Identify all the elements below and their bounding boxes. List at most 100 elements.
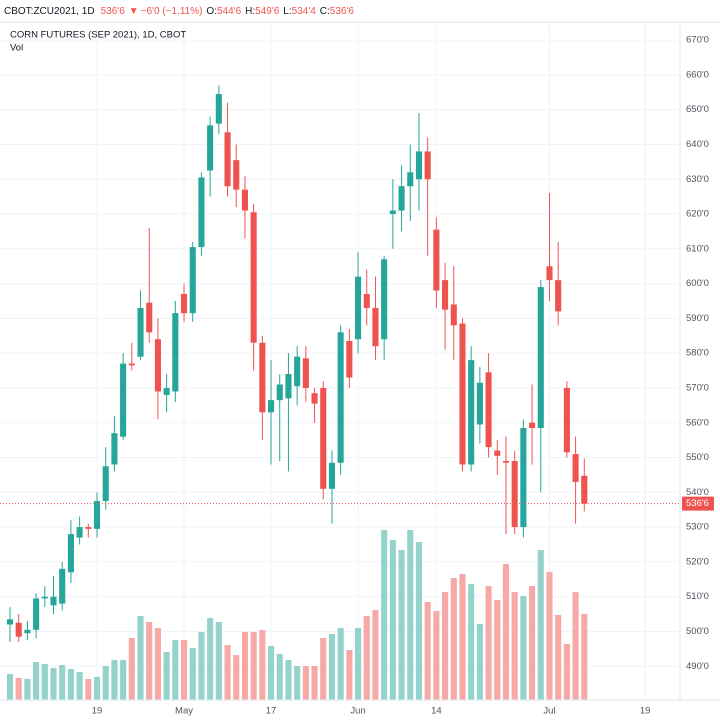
volume-bar [424,602,431,700]
candle-body [328,462,335,489]
volume-bar [450,578,457,700]
volume-bar [41,664,48,700]
volume-bar [163,652,170,700]
high: 549'6 [255,6,280,17]
candle-body [433,229,440,291]
volume-bar [24,679,31,700]
candle-body [346,340,353,378]
volume-bar [215,622,222,700]
volume-bar [224,645,231,700]
last-price-label: 536'6 [686,498,709,509]
candle-body [555,280,562,312]
axes: 490'0 500'0 510'0 520'0 530'0 540'0 550'0 560'0… [0,35,714,717]
volume-bar [476,624,483,700]
volume-bar [59,665,66,700]
candle-body [572,454,579,482]
candle-body [50,596,57,606]
candle-body [502,461,510,463]
volume-bar [511,592,518,700]
candle-body [6,619,14,625]
candle-body [215,94,222,124]
candle-body [563,387,570,453]
volume-layer [6,530,588,700]
y-tick-label: 630'0 [686,174,709,185]
volume-bar [33,662,40,700]
volume-bar [76,672,83,700]
volume-bar [6,674,14,700]
volume-bar [198,632,205,700]
change: −6'0 (−1.11%) [141,6,203,17]
y-tick-label: 530'0 [686,522,709,533]
volume-bar [328,634,335,700]
y-tick-label: 670'0 [686,35,709,46]
candle-body [494,450,501,456]
y-tick-label: 590'0 [686,313,709,324]
candle-body [320,387,327,489]
candle-body [311,393,318,404]
x-tick-label: 19 [640,706,651,717]
c-label: C: [320,6,330,17]
candle-body [76,527,83,538]
o-label: O: [206,6,217,17]
volume-bar [537,550,544,700]
volume-bar [494,600,501,700]
volume-bar [241,632,248,700]
y-tick-label: 640'0 [686,139,709,150]
volume-bar [85,679,92,700]
y-tick-label: 550'0 [686,452,709,463]
volume-label: Vol [10,43,23,54]
volume-bar [120,660,127,700]
candle-body [93,501,101,529]
candle-body [415,151,423,180]
volume-bar [520,596,527,700]
volume-bar [363,616,370,700]
y-tick-label: 560'0 [686,417,709,428]
volume-bar [189,648,196,700]
candle-body [476,382,483,425]
candle-body [355,276,362,340]
symbol: CBOT:ZCU2021, 1D [4,6,95,17]
candle-body [233,160,240,190]
y-tick-label: 540'0 [686,487,709,498]
volume-bar [372,610,379,700]
candle-body [511,461,518,528]
volume-bar [128,638,135,700]
x-tick-label: 19 [92,706,103,717]
candle-body [537,287,544,428]
candle-body [146,302,153,333]
volume-bar [572,592,579,700]
candle-body [163,387,170,395]
y-tick-label: 520'0 [686,556,709,567]
l-label: L: [283,6,291,17]
volume-bar [233,655,240,700]
volume-bar [346,650,353,700]
y-tick-label: 650'0 [686,104,709,115]
candle-body [302,358,309,388]
volume-bar [433,611,440,700]
candle-body [241,189,248,211]
volume-bar [485,586,492,700]
volume-bar [154,628,161,700]
volume-bar [111,660,118,700]
candle-body [85,527,92,529]
h-label: H: [245,6,255,17]
y-tick-label: 660'0 [686,69,709,80]
volume-bar [581,614,588,700]
volume-bar [311,666,318,700]
chart-title: CORN FUTURES (SEP 2021), 1D, CBOT [10,30,186,41]
y-tick-label: 490'0 [686,661,709,672]
volume-bar [259,630,266,700]
candle-body [224,132,231,187]
volume-bar [459,574,466,700]
grid [0,22,680,700]
candle-body [207,125,214,171]
x-tick-label: Jul [543,706,555,717]
volume-bar [502,564,510,700]
volume-bar [207,618,214,700]
candle-body [285,374,292,399]
candle-body [59,568,66,604]
header: CBOT:ZCU2021, 1D 536'6 ▼ −6'0 (−1.11%) O:544… [4,6,354,17]
candle-body [450,304,457,326]
candle-body [33,598,40,630]
